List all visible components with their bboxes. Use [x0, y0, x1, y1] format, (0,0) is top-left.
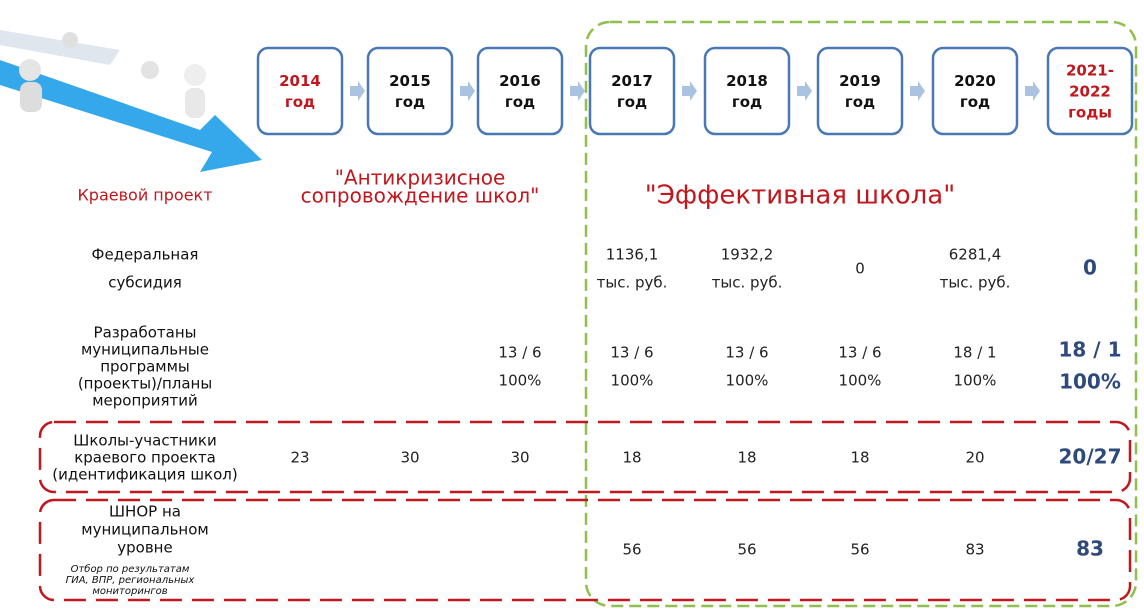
year-label: 2015 [389, 72, 431, 90]
year-label: 2019 [839, 72, 881, 90]
year-box [368, 48, 452, 134]
cell-value: 100% [499, 372, 542, 390]
cell-value: 0 [1083, 256, 1097, 280]
step-arrow [570, 81, 585, 101]
cell-value: 13 / 6 [725, 344, 768, 362]
cell-value: 1932,2 [721, 246, 774, 264]
year-box [705, 48, 789, 134]
cell-value: 18 [850, 449, 869, 467]
runner-illustration [0, 30, 262, 172]
year-label: год [395, 93, 425, 111]
cell-value: 100% [611, 372, 654, 390]
row-note: Отбор по результатам [71, 563, 190, 575]
row-label: (проекты)/планы [78, 375, 212, 393]
year-label: 2022 [1069, 83, 1111, 101]
figure [20, 82, 42, 112]
cell-value: 100% [839, 372, 882, 390]
year-label: год [732, 93, 762, 111]
row-label: краевого проекта [74, 449, 216, 467]
year-box [590, 48, 674, 134]
row-label: муниципальные [81, 341, 209, 359]
project-name: "Эффективная школа" [645, 181, 955, 211]
year-box [818, 48, 902, 134]
cell-value: 1136,1 [606, 246, 659, 264]
cell-value: 83 [1076, 537, 1104, 561]
figure [19, 59, 41, 81]
year-label: 2017 [611, 72, 653, 90]
project-label: Краевой проект [77, 186, 212, 205]
cell-value: 56 [737, 541, 756, 559]
cell-value: 18 / 1 [1059, 338, 1122, 362]
cell-value: 23 [290, 449, 309, 467]
blue-arrow [0, 60, 262, 172]
figure [62, 32, 78, 48]
cell-value: 13 / 6 [498, 344, 541, 362]
cell-value: тыс. руб. [597, 274, 668, 292]
row-label: уровне [117, 539, 172, 557]
cell-value: 30 [400, 449, 419, 467]
row-note: мониторингов [92, 586, 167, 597]
step-arrow [910, 81, 925, 101]
cell-value: 100% [954, 372, 997, 390]
row-label: муниципальном [81, 521, 208, 539]
step-arrow [350, 81, 365, 101]
year-label: 2014 [279, 72, 321, 90]
cell-value: 83 [965, 541, 984, 559]
year-label: 2020 [954, 72, 996, 90]
cell-value: 100% [1059, 370, 1121, 394]
slide: 2014год2015год2016год2017год2018год2019г… [0, 0, 1144, 614]
year-box [258, 48, 342, 134]
row-label: субсидия [108, 274, 182, 292]
cell-value: 20 [965, 449, 984, 467]
row-label: Школы-участники [73, 432, 216, 450]
year-label: 2021- [1066, 62, 1114, 80]
cell-value: 100% [726, 372, 769, 390]
row-label: мероприятий [92, 392, 198, 410]
row-label: Федеральная [92, 246, 199, 264]
step-arrow [1025, 81, 1040, 101]
row-label: (идентификация школ) [52, 466, 237, 484]
cell-value: 30 [510, 449, 529, 467]
year-label: год [505, 93, 535, 111]
cell-value: 20/27 [1059, 445, 1122, 469]
figure [184, 64, 206, 86]
cell-value: 18 [737, 449, 756, 467]
row-label: ШНОР на [109, 503, 181, 521]
year-label: год [960, 93, 990, 111]
step-arrow [797, 81, 812, 101]
step-arrow [460, 81, 475, 101]
year-label: годы [1068, 104, 1112, 122]
light-arrow [0, 30, 120, 65]
cell-value: 56 [850, 541, 869, 559]
project-name: сопровождение школ" [301, 184, 540, 208]
cell-value: 13 / 6 [610, 344, 653, 362]
year-label: 2018 [726, 72, 768, 90]
row-label: Разработаны [94, 324, 197, 342]
cell-value: 18 / 1 [953, 344, 996, 362]
year-label: год [617, 93, 647, 111]
cell-value: 18 [622, 449, 641, 467]
cell-value: 13 / 6 [838, 344, 881, 362]
year-label: год [285, 93, 315, 111]
year-label: год [845, 93, 875, 111]
year-box [933, 48, 1017, 134]
row-label: программы [100, 358, 190, 376]
step-arrow [682, 81, 697, 101]
year-label: 2016 [499, 72, 541, 90]
cell-value: 0 [855, 260, 865, 278]
cell-value: тыс. руб. [712, 274, 783, 292]
cell-value: 56 [622, 541, 641, 559]
cell-value: 6281,4 [949, 246, 1002, 264]
row-note: ГИА, ВПР, региональных [66, 575, 195, 586]
figure [185, 88, 205, 118]
year-box [478, 48, 562, 134]
cell-value: тыс. руб. [940, 274, 1011, 292]
figure [141, 61, 159, 79]
